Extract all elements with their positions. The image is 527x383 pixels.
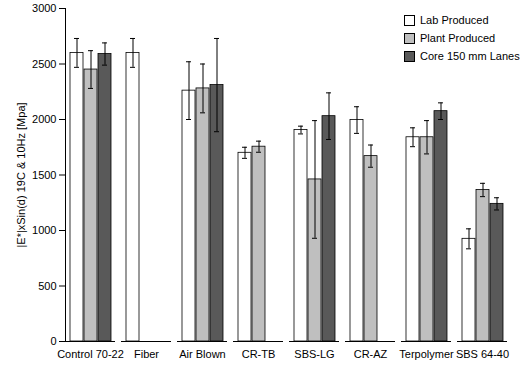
svg-text:Terpolymer: Terpolymer <box>399 348 454 360</box>
svg-text:SBS-LG: SBS-LG <box>294 348 334 360</box>
svg-text:|E*|xSin(d) 19C & 10Hz [Mpa]: |E*|xSin(d) 19C & 10Hz [Mpa] <box>15 102 27 247</box>
html-text:Plant Produced: Plant Produced <box>420 32 496 44</box>
svg-text:3000: 3000 <box>32 2 56 14</box>
html-text:Core 150 mm Lanes: Core 150 mm Lanes <box>420 50 520 62</box>
svg-text:0: 0 <box>50 335 56 347</box>
svg-text:1500: 1500 <box>32 169 56 181</box>
svg-text:CR-TB: CR-TB <box>242 348 276 360</box>
svg-text:Fiber: Fiber <box>134 348 159 360</box>
svg-text:500: 500 <box>38 280 56 292</box>
svg-text:Control 70-22: Control 70-22 <box>57 348 124 360</box>
svg-text:2000: 2000 <box>32 113 56 125</box>
svg-text:Air Blown: Air Blown <box>179 348 225 360</box>
svg-text:2500: 2500 <box>32 58 56 70</box>
svg-text:SBS 64-40: SBS 64-40 <box>456 348 509 360</box>
svg-text:CR-AZ: CR-AZ <box>354 348 388 360</box>
html-text:Lab Produced: Lab Produced <box>420 14 489 26</box>
svg-text:1000: 1000 <box>32 224 56 236</box>
